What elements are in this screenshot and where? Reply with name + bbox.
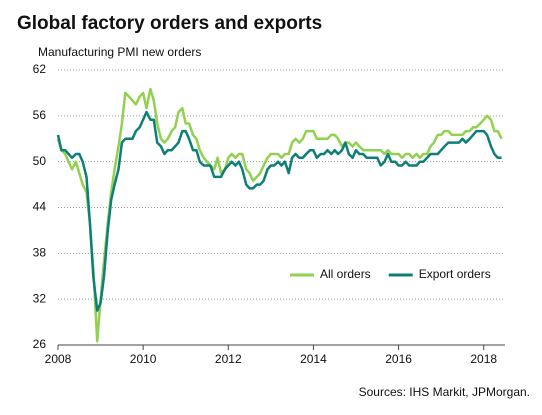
y-tick-label: 44 (33, 200, 47, 214)
y-tick-label: 62 (33, 62, 47, 76)
line-series (56, 87, 503, 343)
y-axis-label: Manufacturing PMI new orders (38, 45, 201, 59)
y-tick-label: 26 (33, 337, 47, 351)
x-tick-label: 2012 (215, 352, 242, 366)
x-tick-label: 2008 (45, 352, 72, 366)
chart-title: Global factory orders and exports (17, 13, 322, 34)
line-series (56, 110, 502, 312)
legend-label: Export orders (419, 267, 491, 281)
y-tick-label: 50 (33, 154, 47, 168)
y-tick-label: 32 (33, 291, 47, 305)
x-tick-label: 2016 (385, 352, 412, 366)
y-tick-label: 56 (33, 108, 47, 122)
source: Sources: IHS Markit, JPMorgan. (359, 385, 530, 399)
legend-label: All orders (320, 267, 371, 281)
x-tick-label: 2018 (470, 352, 497, 366)
x-tick-label: 2010 (130, 352, 157, 366)
y-tick-label: 38 (33, 246, 47, 260)
x-tick-label: 2014 (300, 352, 327, 366)
